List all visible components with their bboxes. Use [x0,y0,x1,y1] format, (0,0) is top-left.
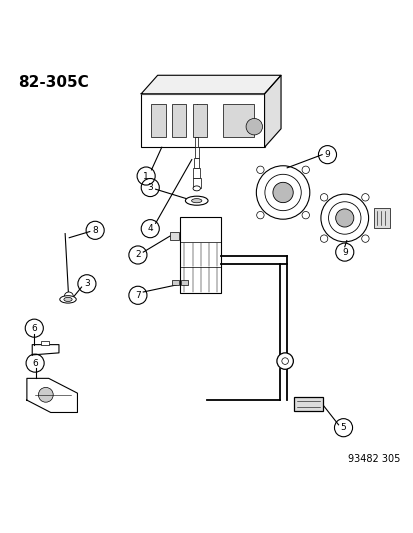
Bar [192,178,200,188]
Circle shape [245,118,262,135]
FancyBboxPatch shape [373,208,389,228]
Ellipse shape [59,296,76,303]
Circle shape [320,193,327,201]
Bar [41,341,49,345]
Circle shape [328,202,360,234]
Bar [172,280,179,285]
Text: 9: 9 [324,150,330,159]
Text: 6: 6 [32,359,38,368]
Text: 2: 2 [135,251,140,260]
Bar [195,127,197,137]
Circle shape [301,166,309,174]
Text: 93482 305: 93482 305 [347,454,399,464]
Text: 4: 4 [147,224,153,233]
Text: 5: 5 [340,423,346,432]
Text: 7: 7 [135,291,140,300]
Circle shape [272,182,292,203]
Polygon shape [141,75,280,94]
Circle shape [64,292,73,301]
Bar [195,137,198,147]
Text: 9: 9 [341,248,347,256]
Circle shape [256,166,263,174]
Text: 3: 3 [84,279,90,288]
Text: 1: 1 [143,172,149,181]
FancyBboxPatch shape [294,397,323,411]
Bar [151,104,166,137]
Polygon shape [264,75,280,147]
Bar [172,104,186,137]
Bar [192,104,206,137]
Ellipse shape [64,297,72,302]
Ellipse shape [192,186,200,191]
Bar [193,168,199,178]
Text: 3: 3 [147,183,153,192]
Circle shape [361,193,368,201]
Circle shape [256,166,309,219]
Text: 6: 6 [31,324,37,333]
Circle shape [256,212,263,219]
Polygon shape [32,345,59,355]
Ellipse shape [191,199,202,203]
Bar [180,217,221,293]
Circle shape [320,235,327,243]
Circle shape [320,194,368,242]
Circle shape [281,358,288,365]
Circle shape [361,235,368,243]
Circle shape [276,353,293,369]
Bar [223,104,254,137]
Bar [194,147,198,158]
Bar [170,232,178,240]
Bar [194,158,199,168]
Text: 82-305C: 82-305C [18,75,88,90]
Polygon shape [27,378,77,413]
Bar [180,280,188,285]
Circle shape [301,212,309,219]
Text: 8: 8 [92,226,98,235]
Circle shape [264,174,301,211]
Bar [141,94,264,147]
Ellipse shape [185,196,207,205]
Circle shape [38,387,53,402]
Circle shape [335,209,353,227]
